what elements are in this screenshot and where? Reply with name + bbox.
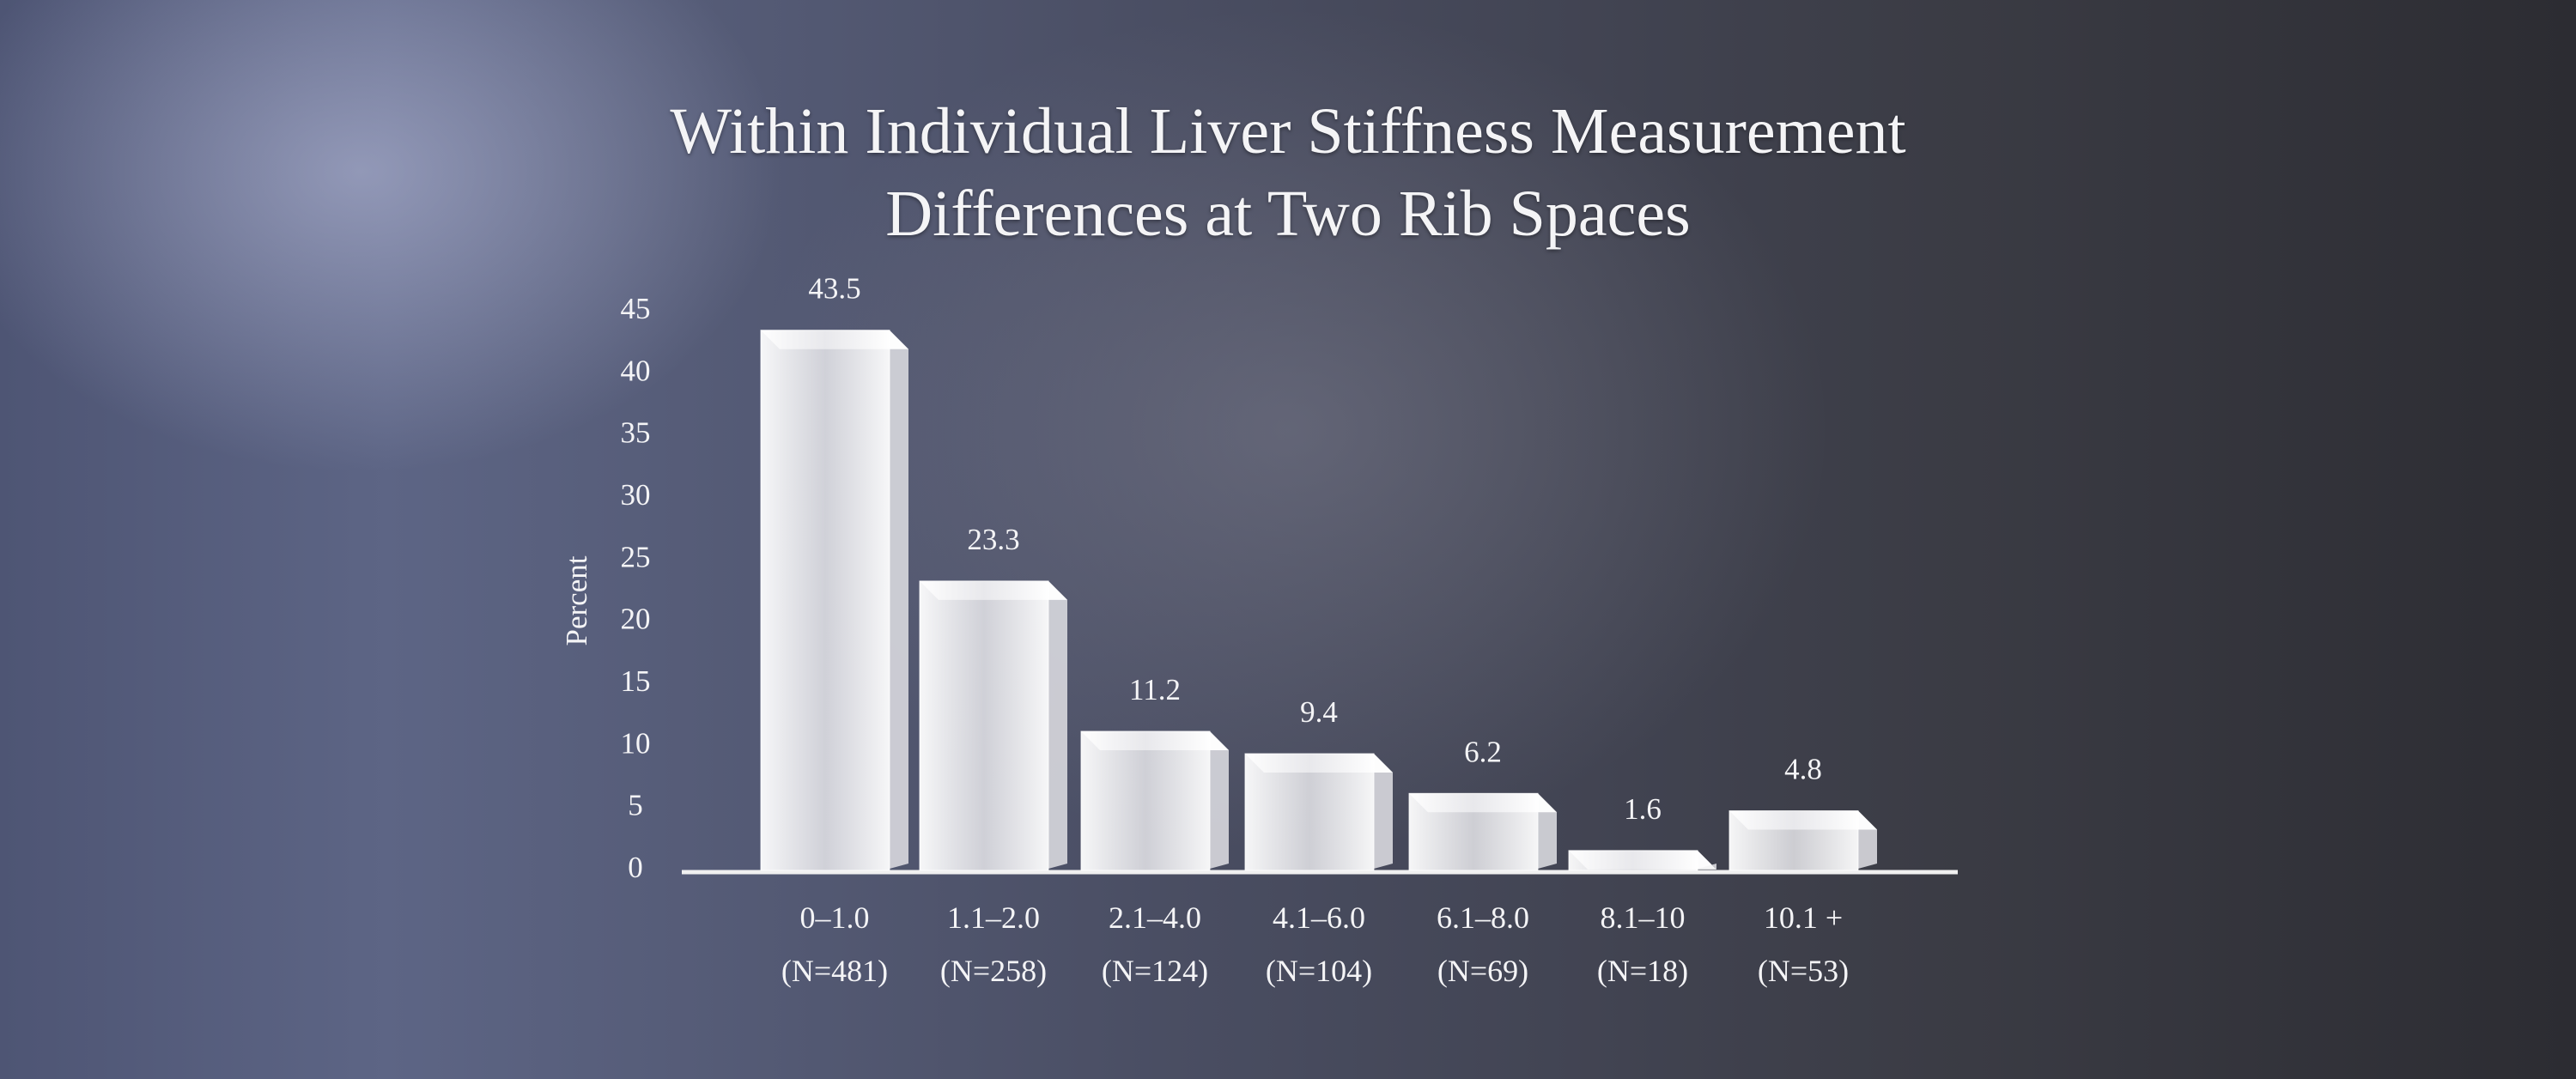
y-tick-label: 45 [621, 292, 651, 325]
bar [1408, 792, 1539, 871]
value-label: 9.4 [1300, 695, 1338, 729]
y-axis-label: Percent [560, 555, 593, 646]
value-label: 23.3 [967, 523, 1019, 556]
bar-side [1048, 580, 1067, 869]
value-label: 4.8 [1784, 753, 1822, 786]
chart-title: Within Individual Liver Stiffness Measur… [670, 95, 1906, 250]
x-tick-label: 1.1–2.0 (N=258) [939, 900, 1048, 988]
bar [919, 580, 1049, 871]
x-tick-label: 4.1–6.0 (N=104) [1265, 900, 1373, 988]
y-tick-label: 30 [621, 478, 651, 512]
bar-side [1374, 754, 1393, 869]
x-tick-label: 2.1–4.0 (N=124) [1101, 900, 1209, 988]
y-tick-label: 15 [621, 664, 651, 698]
bar-side [890, 330, 908, 869]
bar [760, 330, 890, 871]
y-tick-label: 25 [621, 540, 651, 573]
bar [1244, 753, 1375, 871]
value-label: 6.2 [1464, 735, 1502, 768]
x-tick-label: 6.1–8.0 (N=69) [1437, 900, 1529, 988]
y-tick-label: 20 [621, 603, 651, 636]
bar [1080, 730, 1211, 871]
x-tick-label: 8.1–10 (N=18) [1596, 900, 1689, 988]
bar-side [1210, 730, 1229, 869]
y-tick-label: 40 [621, 354, 651, 387]
x-tick-label: 10.1 + (N=53) [1757, 900, 1850, 988]
y-tick-label: 5 [628, 789, 643, 822]
value-label: 43.5 [808, 272, 860, 306]
y-tick-label: 10 [621, 726, 651, 760]
x-tick-label: 0–1.0 (N=481) [781, 900, 889, 988]
value-label: 1.6 [1624, 792, 1662, 826]
bar [1568, 850, 1698, 871]
y-tick-label: 0 [628, 851, 643, 884]
value-label: 11.2 [1129, 673, 1181, 706]
y-tick-label: 35 [621, 416, 651, 450]
bar [1728, 810, 1859, 871]
